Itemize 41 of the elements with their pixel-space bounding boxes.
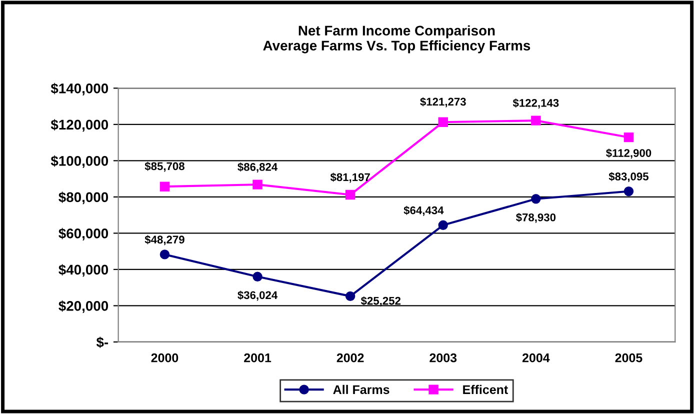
x-tick-label: 2005 <box>615 353 642 362</box>
x-tick-label: 2003 <box>430 353 457 362</box>
data-label: $25,252 <box>360 296 401 306</box>
data-label: $85,708 <box>144 162 184 172</box>
data-label: $64,434 <box>404 206 444 216</box>
data-label: $121,273 <box>420 97 466 108</box>
y-tick-label: $140,000 <box>50 82 108 96</box>
point <box>624 132 634 142</box>
chart-title: Net Farm Income Comparison Average Farms Vs. Top Efficiency Farms <box>263 25 530 54</box>
y-tick-label: $120,000 <box>50 119 108 132</box>
x-tick-label: 2004 <box>522 353 550 362</box>
y-tick-label: $- <box>96 336 108 348</box>
x-tick-label: 2001 <box>244 353 272 362</box>
y-tick-label: $60,000 <box>58 228 108 240</box>
data-label: $78,930 <box>516 212 556 223</box>
y-tick-label: $80,000 <box>58 192 108 204</box>
x-tick-label: 2000 <box>151 353 178 362</box>
point <box>531 194 541 204</box>
data-label: $112,900 <box>606 148 652 159</box>
x-tick-label: 2002 <box>336 353 364 362</box>
y-tick-label: $20,000 <box>58 300 108 313</box>
data-label: $83,095 <box>608 172 648 182</box>
data-label: $81,197 <box>330 172 370 183</box>
data-label: $86,824 <box>238 162 278 173</box>
point <box>531 116 541 126</box>
point <box>160 182 170 192</box>
point <box>252 272 262 282</box>
point <box>345 291 356 302</box>
y-tick-label: $40,000 <box>58 264 108 277</box>
data-label: $48,279 <box>144 235 184 246</box>
point <box>624 186 634 196</box>
point <box>252 180 262 190</box>
legend-label: All Farms <box>333 384 390 394</box>
point <box>438 220 448 230</box>
point <box>345 190 356 200</box>
legend-label: Efficent <box>463 384 508 394</box>
point <box>438 117 448 127</box>
point <box>160 250 170 260</box>
y-tick-label: $100,000 <box>50 155 108 168</box>
data-label: $122,143 <box>512 98 559 108</box>
data-label: $36,024 <box>238 290 278 301</box>
